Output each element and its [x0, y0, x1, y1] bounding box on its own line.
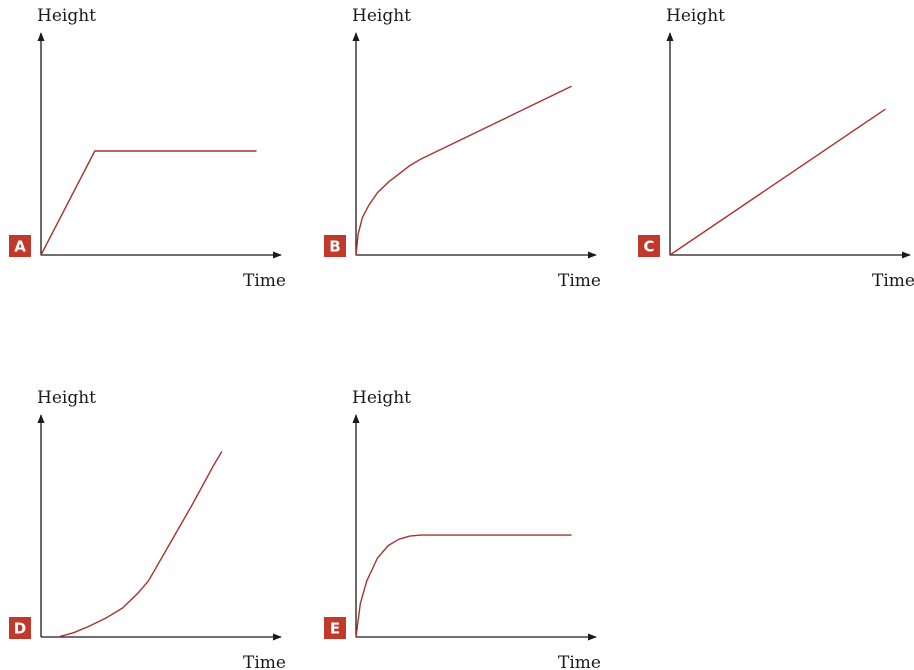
panel-badge-label: E [330, 620, 340, 638]
panel-badge-label: D [14, 620, 26, 638]
chart-panel-a: Height Time A [9, 6, 286, 291]
panel-badge-box [638, 235, 660, 257]
x-axis-label: Time [558, 653, 601, 670]
chart-panel-e: Height Time E [324, 388, 601, 670]
y-axis-label: Height [37, 388, 96, 408]
y-axis-label: Height [352, 388, 411, 408]
panel-badge-box [324, 235, 346, 257]
x-axis-label: Time [243, 653, 286, 670]
series-line-b [355, 85, 572, 256]
panel-badge-label: B [329, 238, 340, 256]
panel-badge-e: E [324, 617, 346, 639]
x-axis-label: Time [243, 271, 286, 291]
y-axis-label: Height [666, 6, 725, 26]
y-axis-label: Height [352, 6, 411, 26]
panel-badge-a: A [9, 235, 31, 257]
panel-badge-box [9, 617, 31, 639]
y-axis-label: Height [37, 6, 96, 26]
panel-badge-label: A [14, 238, 26, 256]
series-line-d [57, 451, 223, 638]
x-axis-label: Time [872, 271, 914, 291]
panel-badge-c: C [638, 235, 660, 257]
series-line-e [355, 534, 572, 638]
chart-panel-c: Height Time C [638, 6, 914, 291]
series-line-a [40, 150, 257, 256]
panel-badge-label: C [643, 238, 654, 256]
chart-panel-d: Height Time D [9, 388, 286, 670]
panel-badge-box [324, 617, 346, 639]
panel-badge-box [9, 235, 31, 257]
chart-panel-b: Height Time B [324, 6, 601, 291]
panel-badge-d: D [9, 617, 31, 639]
series-line-c [669, 108, 886, 256]
panel-badge-b: B [324, 235, 346, 257]
x-axis-label: Time [558, 271, 601, 291]
